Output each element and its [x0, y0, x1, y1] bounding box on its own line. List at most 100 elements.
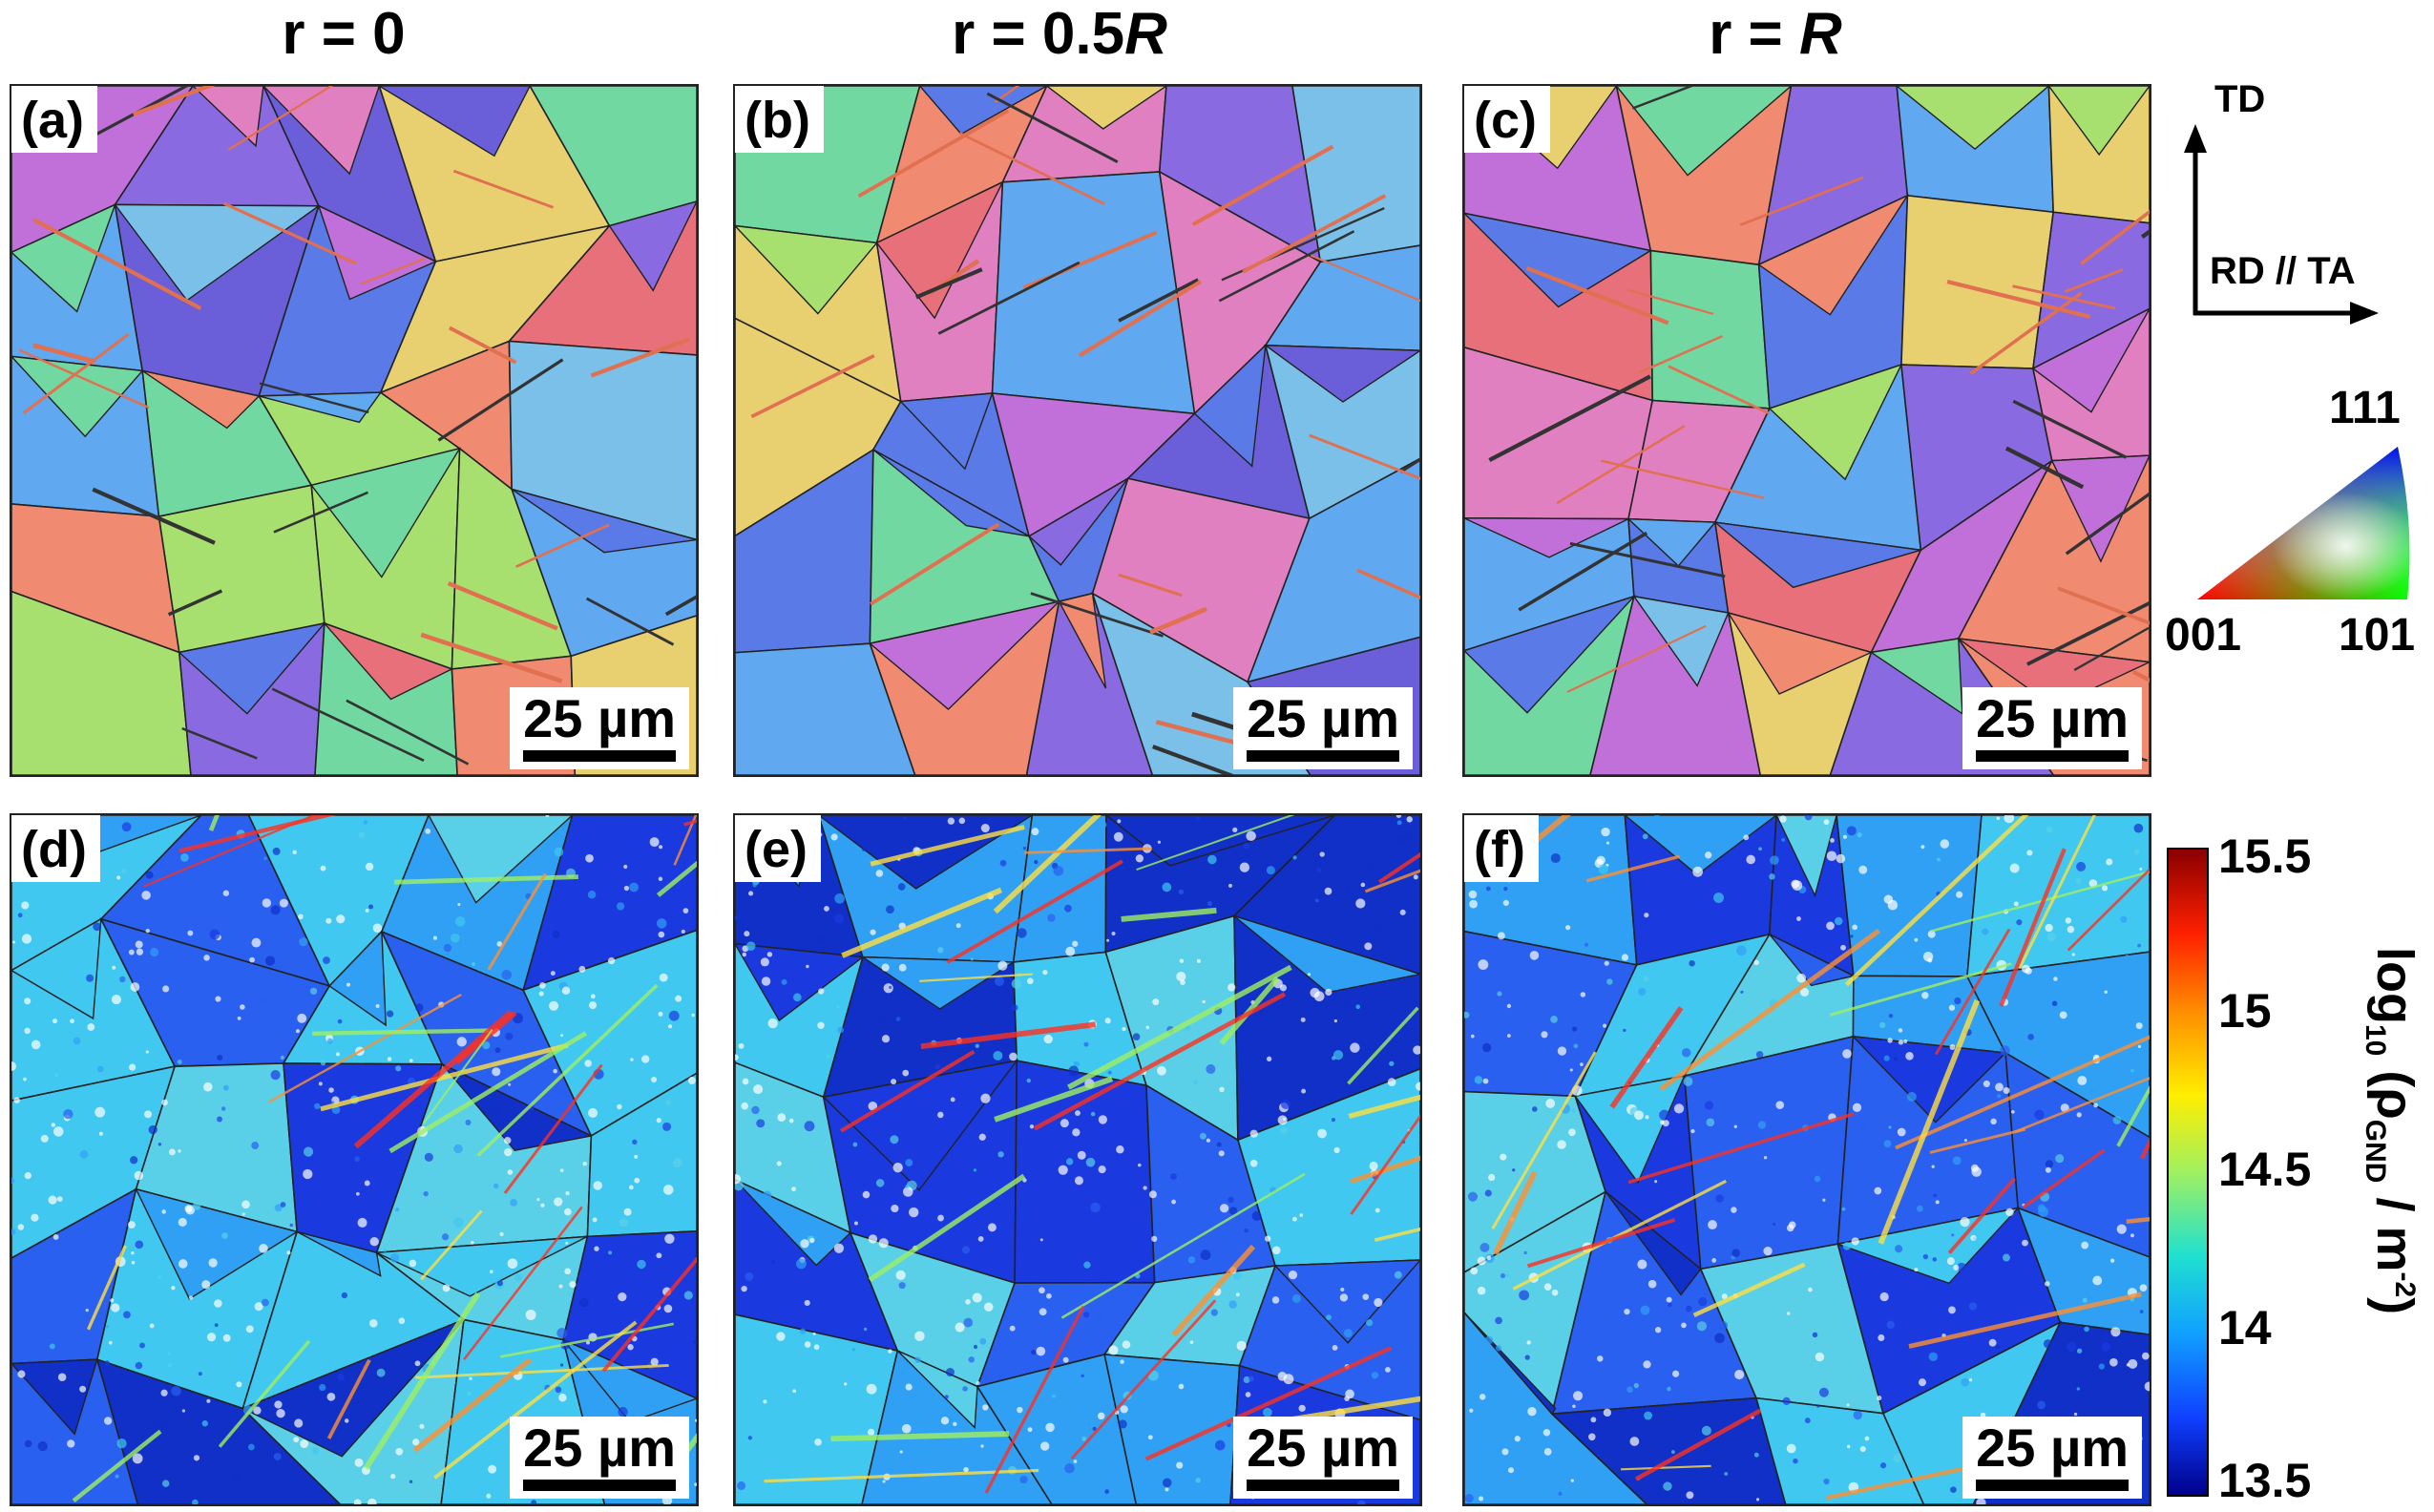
gnd-speckle [993, 1050, 1003, 1060]
gnd-speckle [454, 916, 466, 927]
gnd-speckle [891, 1079, 897, 1085]
gnd-speckle [627, 1344, 634, 1351]
twin-boundary [132, 86, 216, 116]
gnd-speckle [889, 985, 892, 989]
gnd-speckle [675, 995, 682, 1002]
twin-boundary [1309, 433, 1420, 480]
gnd-speckle [866, 1383, 877, 1395]
gnd-speckle [2093, 1102, 2099, 1108]
gnd-speckle [1280, 1099, 1291, 1110]
gnd-speckle [1541, 1031, 1548, 1039]
grain [586, 1072, 697, 1238]
gnd-speckle [1249, 1129, 1258, 1138]
gnd-speckle [1299, 1213, 1304, 1217]
gnd-speckle [656, 1252, 662, 1259]
gnd-speckle [456, 1037, 467, 1047]
grain [735, 1313, 899, 1504]
gnd-speckle [1357, 1500, 1366, 1504]
grain [2031, 307, 2150, 413]
gnd-speckle [1193, 1080, 1199, 1085]
gnd-speckle [1724, 1472, 1729, 1476]
gnd-speckle [962, 1139, 970, 1145]
gnd-speckle [2076, 1348, 2083, 1354]
high-gnd-band [1348, 1094, 1420, 1120]
gnd-speckle [556, 1328, 568, 1339]
gnd-speckle [353, 1499, 362, 1504]
gnd-speckle [868, 1234, 878, 1244]
twin-boundary [515, 523, 610, 569]
grain [11, 203, 116, 313]
gnd-speckle [2139, 1310, 2144, 1313]
gnd-speckle [1470, 1267, 1479, 1275]
gnd-speckle [1721, 1293, 1728, 1300]
gnd-speckle [1039, 1287, 1045, 1294]
gnd-speckle [363, 820, 368, 825]
rd-arrow-head [2350, 302, 2379, 325]
gnd-speckle [564, 1268, 572, 1275]
gnd-speckle [891, 1204, 899, 1213]
gnd-speckle [1949, 1044, 1956, 1050]
gnd-speckle [1666, 1296, 1672, 1303]
grain [1027, 477, 1129, 566]
gnd-speckle [1333, 1146, 1340, 1154]
gnd-speckle [837, 1026, 845, 1034]
gnd-speckle [1857, 832, 1862, 838]
gnd-speckle [148, 1124, 157, 1135]
gnd-speckle [672, 1158, 682, 1168]
gnd-speckle [412, 1438, 420, 1446]
high-gnd-band [2014, 1077, 2150, 1133]
gnd-speckle [914, 1356, 921, 1364]
grain [1965, 951, 2150, 1139]
gnd-speckle [181, 1409, 185, 1413]
gnd-speckle [1557, 1140, 1566, 1149]
high-gnd-band [1895, 1035, 2150, 1150]
gnd-speckle [1027, 1427, 1033, 1433]
gnd-speckle [1107, 1070, 1112, 1075]
gnd-speckle [141, 891, 151, 900]
gnd-speckle [1895, 1245, 1903, 1253]
gnd-speckle [292, 850, 297, 855]
gnd-speckle [1956, 891, 1963, 898]
scale-bar: 25 µm [1233, 687, 1413, 769]
gnd-speckle [1970, 1234, 1977, 1242]
gnd-speckle [11, 1177, 15, 1184]
gnd-speckle [1364, 942, 1373, 951]
gnd-speckle [1148, 1190, 1157, 1199]
scale-bar-label: 25 µm [1976, 1418, 2129, 1478]
gnd-speckle [1196, 958, 1201, 963]
gnd-speckle [897, 883, 906, 891]
gnd-speckle [270, 905, 281, 915]
gnd-speckle [658, 1011, 663, 1017]
gnd-speckle [24, 1027, 31, 1035]
gnd-speckle [1370, 860, 1377, 868]
gnd-speckle [1199, 1132, 1207, 1140]
twin-boundary [1399, 457, 1420, 473]
gnd-speckle [104, 1360, 110, 1366]
twin-boundary [1191, 144, 1334, 227]
grain [1683, 1035, 1855, 1270]
gnd-speckle [1937, 857, 1941, 862]
grain [1464, 517, 1629, 558]
gnd-speckle [241, 1200, 250, 1209]
gnd-speckle [2067, 1341, 2077, 1353]
gnd-speckle [372, 923, 383, 934]
gnd-speckle [737, 1480, 746, 1490]
high-gnd-band [143, 815, 318, 888]
gnd-speckle [982, 1404, 989, 1411]
gnd-speckle [1704, 1101, 1714, 1110]
gnd-speckle [2137, 943, 2141, 948]
gnd-speckle [1395, 815, 1402, 818]
gnd-speckle [1207, 854, 1217, 865]
gnd-speckle [85, 1308, 89, 1312]
gnd-speckle [1271, 1296, 1280, 1304]
gnd-speckle [870, 1197, 877, 1204]
gnd-speckle [286, 1250, 291, 1255]
high-gnd-band [2018, 815, 2096, 970]
gnd-speckle [1090, 1111, 1096, 1117]
grain [1014, 1060, 1156, 1284]
gnd-speckle [1218, 1150, 1225, 1157]
gnd-speckle [623, 1208, 632, 1216]
gnd-speckle [1029, 1124, 1035, 1129]
gnd-speckle [1246, 830, 1256, 842]
gnd-speckle [1474, 1076, 1483, 1084]
